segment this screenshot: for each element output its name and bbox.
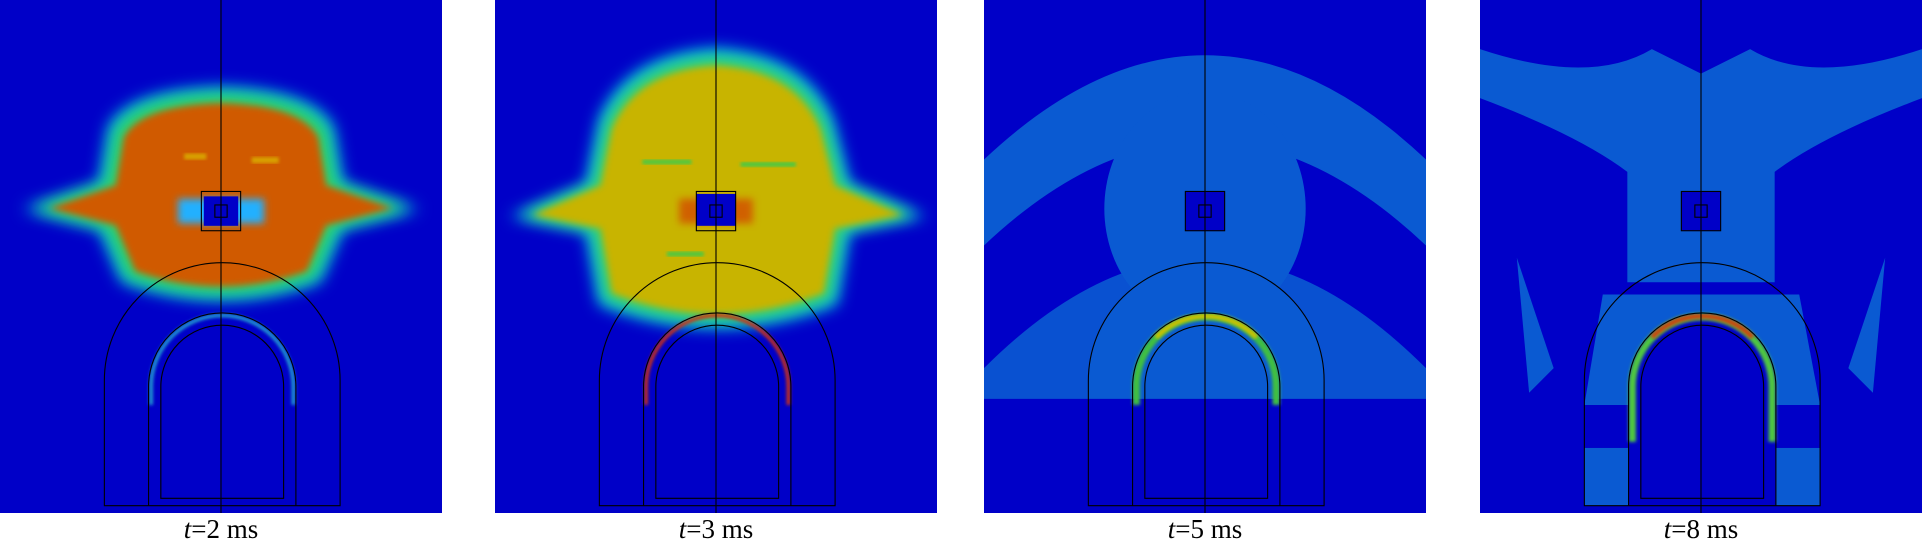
panel: t=8 ms xyxy=(1480,0,1922,544)
heatmap xyxy=(495,0,937,513)
caption-text: =8 ms xyxy=(1671,514,1739,544)
panel: t=3 ms xyxy=(495,0,937,544)
caption-variable: t xyxy=(183,514,192,544)
caption: t=8 ms xyxy=(1480,514,1922,545)
caption: t=5 ms xyxy=(984,514,1426,545)
heatmap xyxy=(984,0,1426,513)
caption-text: =3 ms xyxy=(686,514,754,544)
heatmap xyxy=(1480,0,1922,513)
caption: t=3 ms xyxy=(495,514,937,545)
caption-text: =2 ms xyxy=(191,514,259,544)
caption-text: =5 ms xyxy=(1175,514,1243,544)
panel: t=2 ms xyxy=(0,0,442,544)
caption-variable: t xyxy=(678,514,687,544)
caption-variable: t xyxy=(1167,514,1176,544)
caption: t=2 ms xyxy=(0,514,442,545)
caption-variable: t xyxy=(1663,514,1672,544)
heatmap xyxy=(0,0,442,513)
panel: t=5 ms xyxy=(984,0,1426,544)
